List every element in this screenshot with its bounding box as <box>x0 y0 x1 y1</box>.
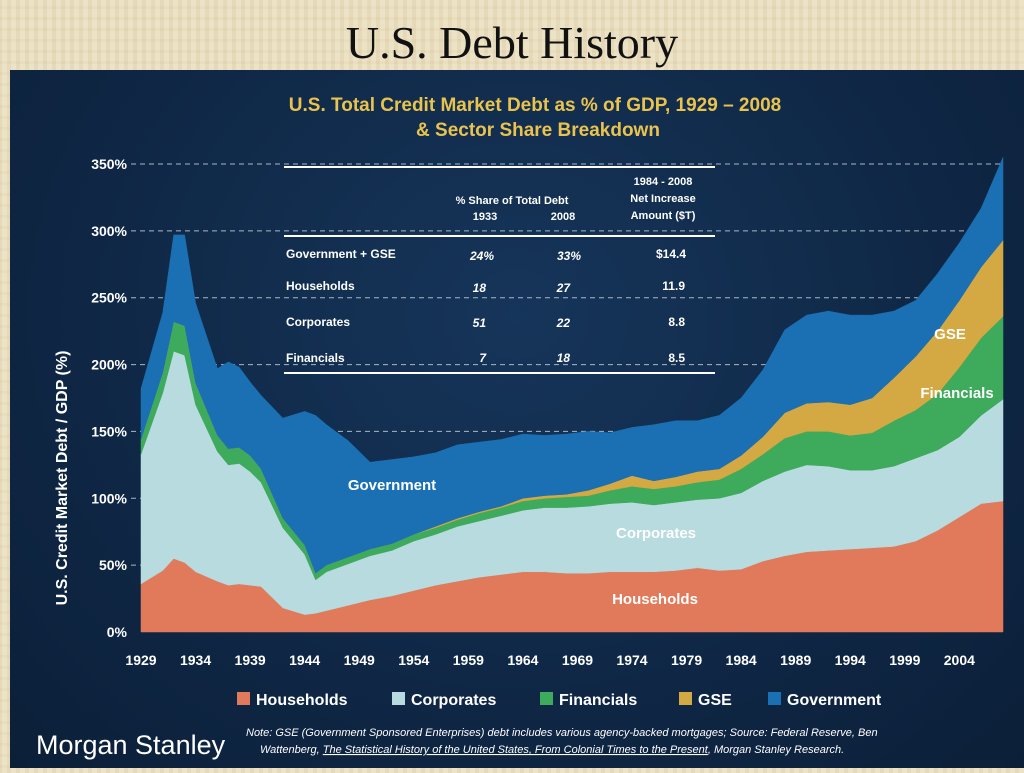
legend-label-financials: Financials <box>559 692 637 709</box>
y-tick-label: 150% <box>91 423 127 439</box>
table-cell-sector: Corporates <box>286 315 350 329</box>
x-tick-label: 1939 <box>235 652 266 668</box>
legend-label-government: Government <box>787 692 882 709</box>
y-axis-ticks: 0% 50% 100% 150% 200% 250% 300% 350% <box>91 156 127 640</box>
table-header-1933: 1933 <box>473 211 497 223</box>
x-tick-label: 2004 <box>944 652 975 668</box>
y-tick-label: 250% <box>91 290 127 306</box>
y-axis-label: U.S. Credit Market Debt / GDP (%) <box>54 351 71 606</box>
legend-label-gse: GSE <box>698 692 732 709</box>
area-label-gse: GSE <box>934 326 966 343</box>
legend-swatch-households <box>237 692 250 705</box>
table-header-net-3: Amount ($T) <box>631 210 696 222</box>
legend-swatch-financials <box>540 692 553 705</box>
y-tick-label: 200% <box>91 357 127 373</box>
chart-subtitle: & Sector Share Breakdown <box>416 120 660 141</box>
x-tick-label: 1984 <box>726 652 757 668</box>
x-tick-label: 1989 <box>780 652 811 668</box>
x-tick-label: 1929 <box>125 652 156 668</box>
table-cell-2008: 27 <box>556 281 572 295</box>
x-tick-label: 1959 <box>453 652 484 668</box>
legend-swatch-gse <box>679 692 692 705</box>
table-cell-2008: 18 <box>557 351 571 365</box>
legend-swatch-corporates <box>392 692 405 705</box>
x-axis-ticks: 1929 1934 1939 1944 1949 1954 1959 1964 1969 1974… <box>125 652 975 668</box>
x-tick-label: 1994 <box>835 652 866 668</box>
x-tick-label: 1949 <box>344 652 375 668</box>
chart-panel: U.S. Total Credit Market Debt as % of GD… <box>10 70 1024 768</box>
chart-title: U.S. Total Credit Market Debt as % of GD… <box>289 95 781 116</box>
table-cell-1933: 7 <box>479 351 487 365</box>
y-tick-label: 50% <box>99 557 128 573</box>
y-tick-label: 300% <box>91 223 127 239</box>
x-tick-label: 1944 <box>289 652 320 668</box>
table-cell-net: 11.9 <box>662 279 685 293</box>
table-cell-net: $14.4 <box>656 247 686 261</box>
x-tick-label: 1979 <box>671 652 702 668</box>
area-label-financials: Financials <box>920 385 993 402</box>
table-header-2008: 2008 <box>551 211 575 223</box>
table-cell-1933: 51 <box>473 316 487 330</box>
morgan-stanley-logo: Morgan Stanley <box>36 730 226 760</box>
y-tick-label: 100% <box>91 490 127 506</box>
area-label-government: Government <box>348 477 436 494</box>
table-cell-2008: 22 <box>556 316 571 330</box>
x-tick-label: 1999 <box>889 652 920 668</box>
x-tick-label: 1934 <box>180 652 211 668</box>
y-tick-label: 350% <box>91 156 127 172</box>
source-note-line-1: Note: GSE (Government Sponsored Enterpri… <box>246 727 878 739</box>
area-label-households: Households <box>612 591 698 608</box>
table-header-share: % Share of Total Debt <box>456 195 569 207</box>
table-cell-sector: Government + GSE <box>286 247 396 261</box>
legend: Households Corporates Financials GSE Gov… <box>237 692 882 709</box>
x-tick-label: 1969 <box>562 652 593 668</box>
slide-title: U.S. Debt History <box>345 17 679 68</box>
x-tick-label: 1954 <box>398 652 429 668</box>
table-cell-net: 8.5 <box>668 351 685 365</box>
debt-chart: U.S. Total Credit Market Debt as % of GD… <box>36 95 1004 760</box>
legend-label-corporates: Corporates <box>411 692 496 709</box>
x-tick-label: 1964 <box>507 652 538 668</box>
table-cell-1933: 18 <box>473 281 487 295</box>
source-note-line-2: Wattenberg, The Statistical History of t… <box>260 744 844 756</box>
table-cell-net: 8.8 <box>668 315 685 329</box>
table-cell-sector: Households <box>286 279 355 293</box>
table-cell-sector: Financials <box>286 351 345 365</box>
legend-label-households: Households <box>256 692 348 709</box>
table-header-net-1: 1984 - 2008 <box>634 176 693 188</box>
table-header-net-2: Net Increase <box>630 193 695 205</box>
stacked-areas <box>140 157 1004 633</box>
share-table: % Share of Total Debt 1933 2008 1984 - 2… <box>284 166 715 374</box>
legend-swatch-government <box>768 692 781 705</box>
x-tick-label: 1974 <box>616 652 647 668</box>
y-tick-label: 0% <box>107 624 128 640</box>
area-label-corporates: Corporates <box>616 525 696 542</box>
area-government <box>140 157 1004 574</box>
table-cell-1933: 24% <box>469 249 494 263</box>
table-cell-2008: 33% <box>557 249 581 263</box>
